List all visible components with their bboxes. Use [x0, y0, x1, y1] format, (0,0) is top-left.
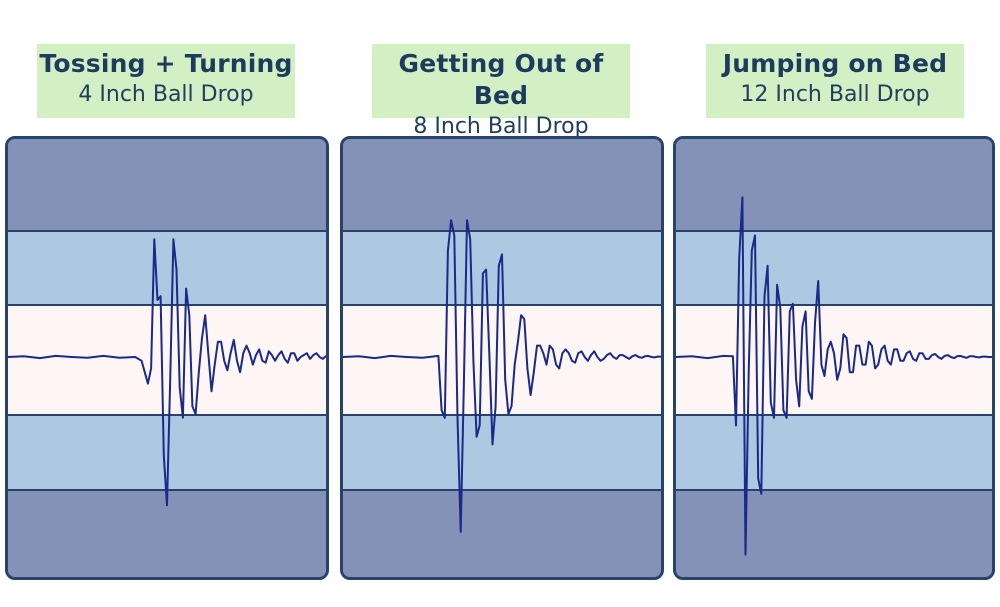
center-band: [8, 305, 326, 415]
middle-band-top: [8, 231, 326, 305]
waveform-series-line: [8, 238, 326, 507]
label-getting-out-of-bed: Getting Out of Bed 8 Inch Ball Drop: [372, 44, 630, 139]
outer-band-top: [8, 139, 326, 231]
middle-band-bottom: [343, 415, 661, 490]
outer-band-bottom: [676, 490, 992, 577]
chart-title: Getting Out of Bed: [398, 49, 604, 110]
waveform-chart: [343, 139, 661, 577]
waveform-series-line: [343, 219, 661, 533]
motion-transfer-panel-jumping: [673, 136, 995, 580]
middle-band-bottom: [676, 415, 992, 490]
waveform-chart: [8, 139, 326, 577]
chart-subtitle: 8 Inch Ball Drop: [413, 114, 589, 139]
label-jumping-on-bed: Jumping on Bed 12 Inch Ball Drop: [706, 44, 964, 118]
chart-title: Jumping on Bed: [722, 49, 948, 78]
waveform-series-line: [676, 196, 992, 556]
motion-transfer-panel-getting-out: [340, 136, 664, 580]
outer-band-top: [343, 139, 661, 231]
label-tossing-turning: Tossing + Turning 4 Inch Ball Drop: [37, 44, 295, 118]
middle-band-top: [676, 231, 992, 305]
motion-transfer-panel-tossing: [5, 136, 329, 580]
chart-subtitle: 12 Inch Ball Drop: [740, 82, 930, 107]
chart-title: Tossing + Turning: [39, 49, 293, 78]
outer-band-top: [676, 139, 992, 231]
center-band: [343, 305, 661, 415]
waveform-chart: [676, 139, 992, 577]
chart-subtitle: 4 Inch Ball Drop: [78, 82, 254, 107]
outer-band-bottom: [343, 490, 661, 577]
